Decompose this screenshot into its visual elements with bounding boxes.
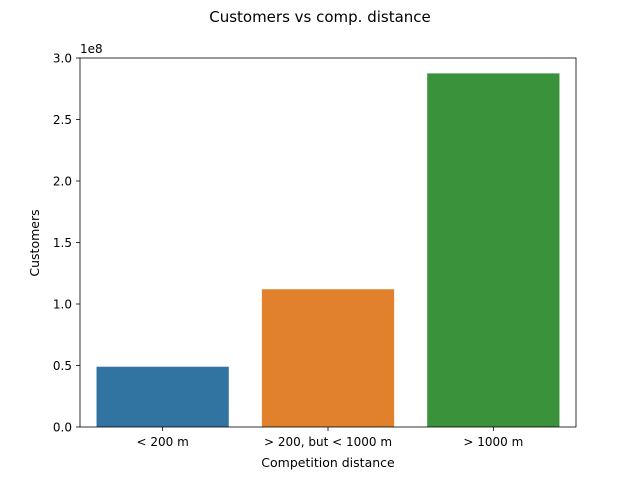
x-axis-ticks: < 200 m > 200, but < 1000 m > 1000 m (137, 427, 523, 449)
bar-0 (96, 366, 229, 427)
bar-2 (427, 73, 560, 428)
y-tick-label: 1.5 (53, 236, 72, 250)
y-tick-label: 2.0 (53, 175, 72, 189)
y-axis-label: Customers (27, 209, 42, 276)
x-tick-label: > 200, but < 1000 m (264, 435, 392, 449)
plot-area-frame (79, 57, 577, 428)
y-tick-label: 0.0 (53, 421, 72, 435)
bars (96, 73, 560, 428)
bar-1 (261, 289, 395, 427)
y-tick-label: 3.0 (53, 52, 72, 66)
y-tick-label: 0.5 (53, 359, 72, 373)
y-axis-ticks: 0.0 0.5 1.0 1.5 2.0 2.5 3.0 (53, 52, 80, 435)
y-axis-offset-label: 1e8 (80, 42, 103, 56)
y-tick-label: 1.0 (53, 298, 72, 312)
x-axis-label: Competition distance (261, 455, 395, 470)
y-tick-label: 2.5 (53, 113, 72, 127)
chart-title: Customers vs comp. distance (209, 8, 431, 26)
x-tick-label: > 1000 m (463, 435, 523, 449)
x-tick-label: < 200 m (137, 435, 189, 449)
